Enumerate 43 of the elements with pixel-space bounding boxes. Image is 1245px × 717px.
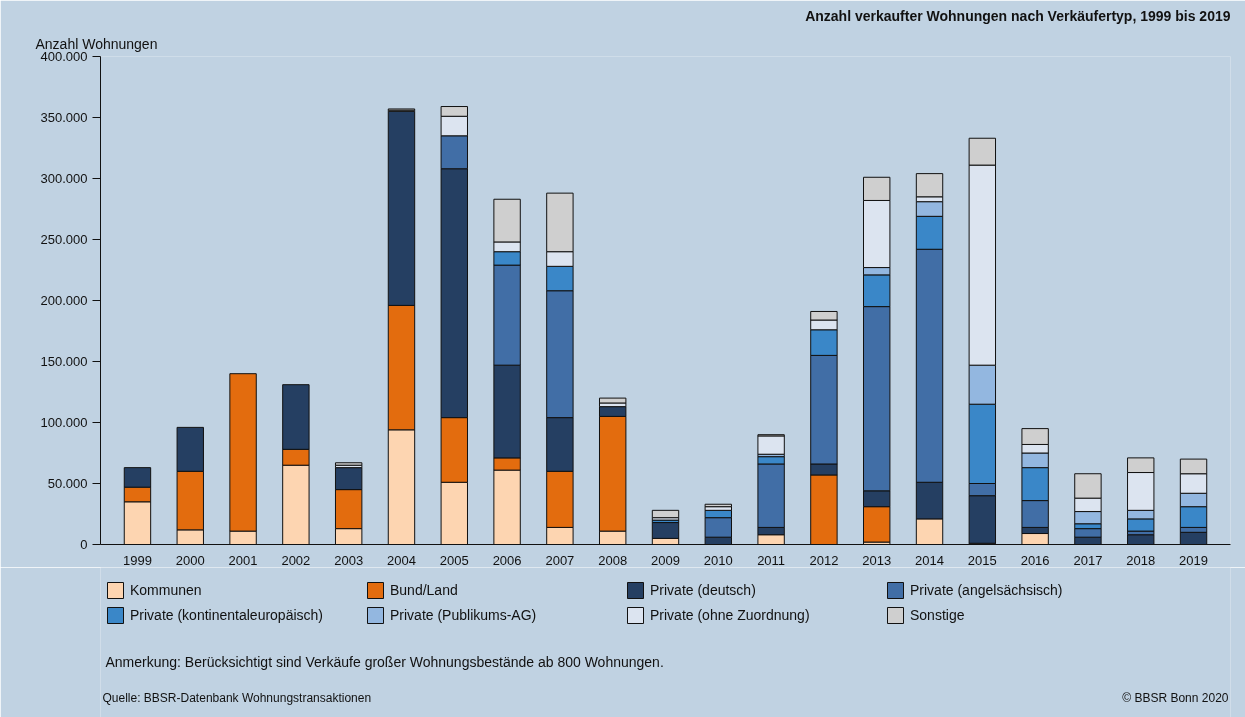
y-tick-label: 200.000	[40, 293, 88, 308]
x-tick-label: 2014	[915, 552, 944, 568]
legend-label: Private (kontinentaleuropäisch)	[130, 607, 324, 623]
x-tick-label: 2008	[598, 552, 628, 568]
x-tick-label: 2004	[387, 552, 416, 568]
legend-label: Private (deutsch)	[650, 582, 757, 598]
y-tick-label: 300.000	[40, 171, 88, 186]
x-tick-label: 1999	[123, 552, 152, 568]
x-tick-label: 2018	[1126, 552, 1156, 568]
y-tick-label: 0	[80, 537, 88, 552]
y-tick-label: 100.000	[40, 415, 88, 430]
legend-label: Kommunen	[130, 582, 203, 598]
x-tick-label: 2019	[1179, 552, 1208, 568]
x-tick-label: 2011	[757, 552, 786, 568]
legend-label: Bund/Land	[390, 582, 459, 598]
source-note: Quelle: BBSR-Datenbank Wohnungstransaktionen	[102, 690, 372, 705]
chart-title: Anzahl verkaufter Wohnungen nach Verkäufertyp, 1999 bis 2019	[805, 7, 1231, 24]
legend-label: Sonstige	[910, 607, 966, 623]
x-tick-label: 2012	[809, 552, 839, 568]
x-tick-label: 2015	[967, 552, 997, 568]
x-tick-label: 2016	[1020, 552, 1050, 568]
x-tick-label: 2000	[175, 552, 205, 568]
x-tick-label: 2001	[228, 552, 258, 568]
legend-label: Private (Publikums-AG)	[390, 607, 538, 623]
y-tick-label: 350.000	[40, 110, 88, 125]
x-tick-label: 2007	[545, 552, 575, 568]
x-tick-label: 2009	[651, 552, 680, 568]
x-tick-label: 2010	[703, 552, 733, 568]
x-tick-label: 2017	[1073, 552, 1103, 568]
x-tick-label: 2002	[281, 552, 311, 568]
legend-label: Private (ohne Zuordnung)	[650, 607, 811, 623]
y-axis-title: Anzahl Wohnungen	[35, 35, 158, 52]
x-tick-label: 2003	[334, 552, 364, 568]
legend-label: Private (angelsächsisch)	[910, 582, 1064, 598]
y-tick-label: 400.000	[40, 49, 88, 64]
x-tick-label: 2005	[439, 552, 469, 568]
x-tick-label: 2006	[492, 552, 522, 568]
text: © BBSR Bonn 2020	[1122, 690, 1229, 705]
x-tick-label: 2013	[862, 552, 892, 568]
y-tick-label: 150.000	[40, 354, 88, 369]
y-tick-label: 50.000	[47, 476, 88, 491]
y-tick-label: 250.000	[40, 232, 88, 247]
text: Anmerkung: Berücksichtigt sind Verkäufe großer Wohnungsbestände ab 800 Wohnungen.	[105, 653, 664, 670]
